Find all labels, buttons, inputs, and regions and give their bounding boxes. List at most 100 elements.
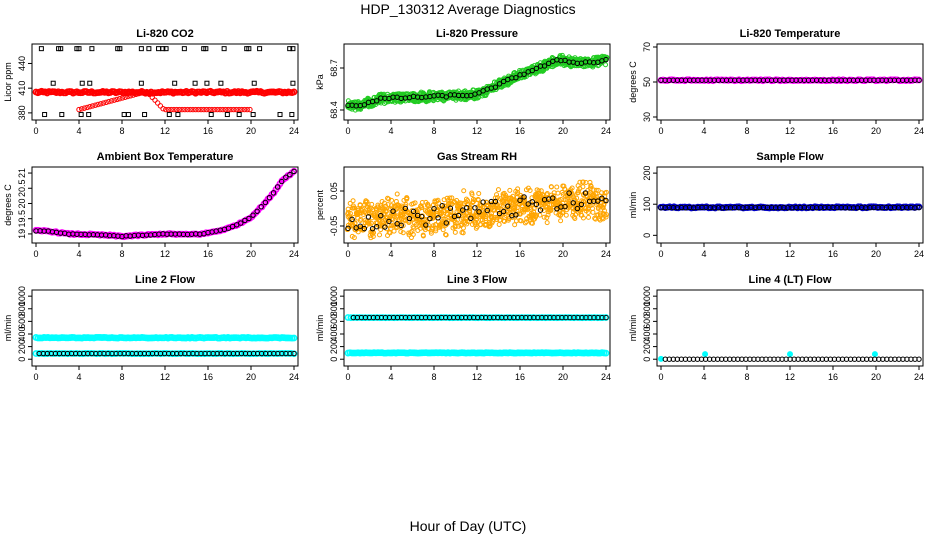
data-point xyxy=(468,215,474,222)
data-point xyxy=(206,106,212,113)
data-point xyxy=(586,214,592,220)
data-point xyxy=(204,80,210,86)
y-tick-label: 20 xyxy=(17,198,27,208)
y-tick-label: 400 xyxy=(329,326,339,341)
data-point xyxy=(492,198,499,205)
data-point xyxy=(166,112,172,118)
x-tick-label: 12 xyxy=(785,249,795,259)
data-point xyxy=(163,106,169,113)
y-tick-label: 600 xyxy=(329,314,339,329)
data-point xyxy=(412,200,418,206)
data-point xyxy=(425,222,431,228)
data-point xyxy=(171,106,177,113)
data-point xyxy=(117,46,123,52)
data-point xyxy=(475,196,481,202)
data-point xyxy=(460,225,466,231)
data-point xyxy=(146,91,153,98)
chart-title: Ambient Box Temperature xyxy=(97,151,234,163)
data-point xyxy=(786,351,793,358)
series-pressure-range xyxy=(345,52,610,113)
data-point xyxy=(434,208,440,214)
data-point xyxy=(529,67,535,74)
y-tick-label: 1000 xyxy=(329,286,339,306)
data-point xyxy=(433,228,439,234)
x-tick-label: 4 xyxy=(701,126,706,136)
data-point xyxy=(419,213,425,220)
y-tick-label: 800 xyxy=(17,301,27,316)
data-point xyxy=(389,197,395,203)
x-tick-label: 8 xyxy=(744,126,749,136)
data-point xyxy=(420,233,426,239)
data-point xyxy=(513,74,519,81)
data-point xyxy=(369,225,376,232)
y-tick-label: 0 xyxy=(17,357,27,362)
data-point xyxy=(168,106,174,113)
data-point xyxy=(503,213,509,219)
data-point xyxy=(512,222,518,228)
data-point xyxy=(241,106,248,113)
data-point xyxy=(350,198,356,204)
data-point xyxy=(277,112,283,118)
data-point xyxy=(78,112,84,118)
data-point xyxy=(228,106,234,113)
data-point xyxy=(411,225,417,231)
data-point xyxy=(361,225,368,232)
data-point xyxy=(363,198,369,204)
data-point xyxy=(76,46,82,52)
data-point xyxy=(351,235,357,241)
data-point xyxy=(172,80,178,86)
data-point xyxy=(480,199,486,205)
data-point xyxy=(250,212,256,218)
data-point xyxy=(138,90,145,96)
x-tick-label: 0 xyxy=(658,372,663,382)
data-point xyxy=(365,214,372,220)
data-point xyxy=(160,106,166,112)
y-tick-label: 600 xyxy=(642,314,652,329)
x-tick-label: 16 xyxy=(203,126,213,136)
data-point xyxy=(290,88,298,96)
data-point xyxy=(287,171,293,178)
data-point xyxy=(388,223,394,229)
y-axis-label: ml/min xyxy=(315,315,325,342)
data-point xyxy=(494,192,500,198)
x-tick-label: 24 xyxy=(914,249,924,259)
data-point xyxy=(460,230,466,236)
data-point xyxy=(447,205,454,211)
x-tick-label: 20 xyxy=(871,249,881,259)
data-point xyxy=(95,101,101,108)
data-point xyxy=(242,217,248,224)
data-point xyxy=(59,112,65,118)
x-tick-label: 16 xyxy=(828,126,838,136)
data-point xyxy=(182,106,188,113)
data-point xyxy=(192,106,199,113)
data-point xyxy=(254,208,260,214)
data-point xyxy=(571,194,577,200)
data-point xyxy=(121,112,127,118)
x-tick-label: 24 xyxy=(289,372,299,382)
data-point xyxy=(214,106,221,113)
data-point xyxy=(108,98,115,104)
y-tick-label: 0 xyxy=(642,357,652,362)
data-point xyxy=(559,189,565,195)
data-point xyxy=(549,56,555,62)
data-point xyxy=(473,219,479,225)
data-point xyxy=(233,106,240,113)
data-point xyxy=(383,203,389,209)
x-tick-label: 8 xyxy=(119,126,124,136)
data-point xyxy=(175,112,181,118)
data-point xyxy=(595,187,601,193)
data-point xyxy=(577,179,583,185)
data-point xyxy=(457,212,463,218)
data-point xyxy=(122,94,128,100)
y-tick-label: 600 xyxy=(17,314,27,329)
data-point xyxy=(603,197,609,204)
data-point xyxy=(391,228,397,234)
data-point xyxy=(562,203,568,210)
x-tick-label: 0 xyxy=(33,372,38,382)
series-line4-mean xyxy=(662,356,922,362)
data-point xyxy=(289,112,295,118)
data-point xyxy=(426,203,432,209)
y-tick-label: 0 xyxy=(642,233,652,238)
data-point xyxy=(290,80,296,86)
y-tick-label: 400 xyxy=(17,326,27,341)
